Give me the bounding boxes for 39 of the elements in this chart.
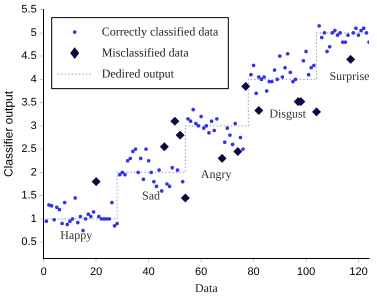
x-tick-label: 20 [90,266,102,278]
legend-label: Correctly classified data [102,24,219,38]
legend-label: Dedired output [102,66,175,80]
x-tick-label: 60 [194,266,208,278]
point [92,177,101,186]
x-tick-label: 120 [349,266,368,278]
y-tick-label: 4.5 [21,50,37,62]
point [218,154,227,163]
y-axis-title: Classifier output [2,90,16,178]
point [312,107,322,116]
y-tick-label: 0.5 [21,236,37,248]
y-tick-label: 4 [30,73,37,86]
annotation: Sad [142,188,160,202]
y-tick-label: 1 [30,212,37,225]
x-tick-label: 80 [247,266,260,278]
x-tick-label: 100 [296,266,316,278]
point [160,142,169,152]
legend-label: Misclassified data [102,45,190,60]
annotation: Surprise [329,68,370,83]
y-tick-label: 5 [30,26,37,39]
annotation: Angry [200,167,232,182]
point [233,146,242,156]
point [180,193,190,202]
y-tick-label: 1.5 [21,190,37,202]
y-tick-label: 3.5 [21,96,37,109]
y-tick-label: 3 [30,120,37,132]
y-tick-label: 2.5 [21,143,37,156]
point [176,130,185,140]
y-tick-label: 2 [30,166,37,178]
point [346,54,356,64]
annotation: Happy [60,228,92,242]
x-tick-label: 0 [40,266,47,278]
point [170,116,180,126]
x-axis-title: Data [195,280,218,295]
point [254,106,264,116]
annotation: Disgust [269,106,307,120]
x-tick-label: 40 [142,266,155,278]
point [241,82,250,91]
y-tick-label: 5.5 [21,4,37,16]
